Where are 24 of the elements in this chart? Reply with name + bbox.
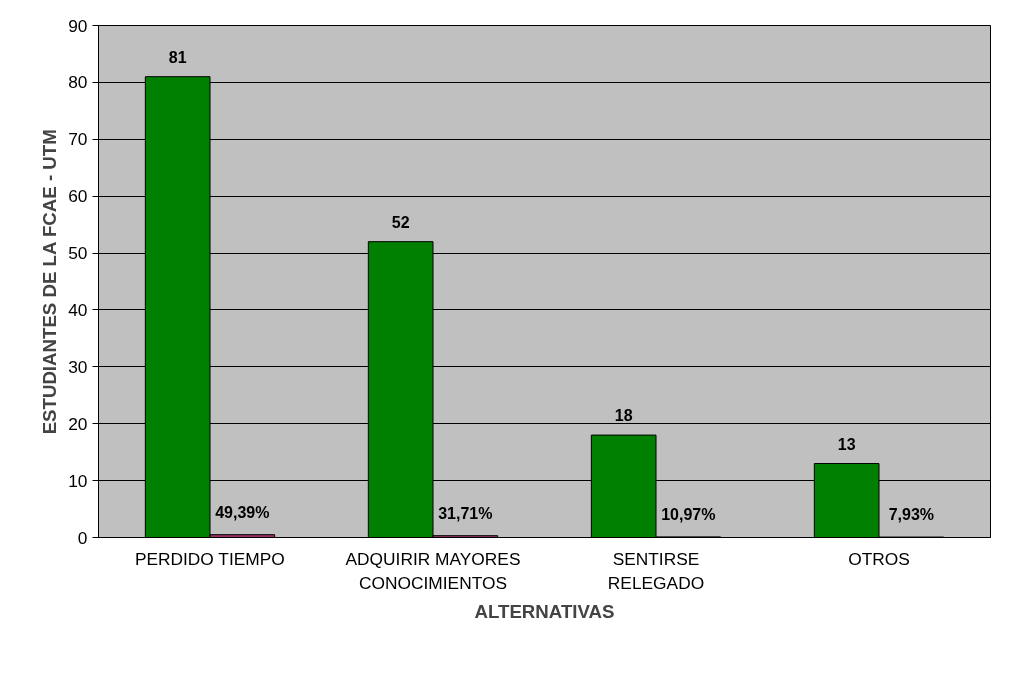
data-label: 52 xyxy=(391,213,410,231)
y-tick-label: 80 xyxy=(68,72,88,93)
x-tick-label: SENTIRSE RELEGADO xyxy=(607,548,705,593)
data-label: 13 xyxy=(837,435,856,453)
data-label: 7,93% xyxy=(888,506,935,524)
data-label: 18 xyxy=(614,407,633,425)
y-tick-label: 20 xyxy=(68,413,88,434)
x-axis-title: ALTERNATIVAS xyxy=(474,600,615,622)
data-label: 10,97% xyxy=(661,505,716,523)
data-label: 31,71% xyxy=(438,504,493,522)
y-tick-label: 0 xyxy=(77,527,88,548)
y-tick-label: 60 xyxy=(68,186,88,207)
y-tick-label: 40 xyxy=(68,299,88,320)
y-axis-title: ESTUDIANTES DE LA FCAE - UTM xyxy=(39,129,61,435)
x-tick-label: PERDIDO TIEMPO xyxy=(134,548,285,569)
y-tick-label: 90 xyxy=(68,15,88,36)
y-tick-label: 30 xyxy=(68,356,88,377)
x-tick-label: ADQUIRIR MAYORES CONOCIMIENTOS xyxy=(345,548,521,593)
x-tick-label: OTROS xyxy=(848,548,910,569)
data-label: 81 xyxy=(168,48,187,66)
y-tick-label: 50 xyxy=(68,243,88,264)
y-tick-label: 10 xyxy=(68,470,88,491)
y-tick-label: 70 xyxy=(68,129,88,150)
data-label: 49,39% xyxy=(215,503,270,521)
